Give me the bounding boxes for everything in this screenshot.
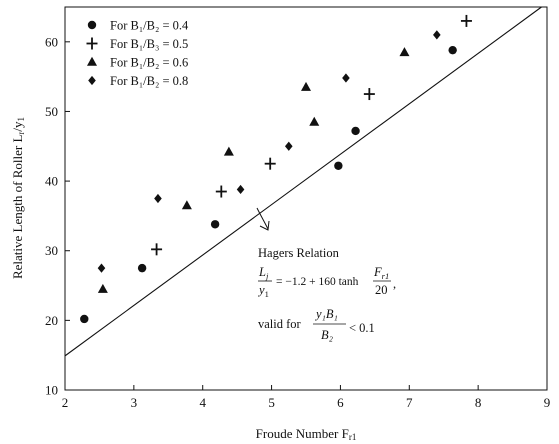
x-tick-label: 2 <box>62 395 69 410</box>
data-point-circle <box>210 220 220 229</box>
data-point-diamond <box>433 30 441 40</box>
data-point-plus <box>151 243 163 256</box>
data-point-circle <box>334 161 343 170</box>
legend-marker-triangle <box>87 56 97 66</box>
annotation-title: Hagers Relation <box>258 246 340 260</box>
legend-label: For B₁/B₂ = 0.6 <box>110 56 188 70</box>
legend: For B₁/B₂ = 0.4 For B₁/B₃ = 0.5 For B₁/B₂ … <box>86 19 189 88</box>
data-point-triangle <box>309 116 320 126</box>
x-tick-label: 3 <box>131 395 138 410</box>
eq-rhs-den: 20 <box>375 283 388 297</box>
valid-den: B₂ <box>321 328 334 342</box>
plot-frame <box>64 6 548 391</box>
y-tick-label: 20 <box>45 313 58 328</box>
y-tick-label: 10 <box>45 383 58 398</box>
x-tick-label: 6 <box>337 395 344 410</box>
x-tick-label: 9 <box>544 395 551 410</box>
hagers-relation-annotation: Hagers Relation Lj y1 = −1.2 + 160 tanh … <box>257 246 396 342</box>
eq-lhs-num: Lj <box>258 265 269 281</box>
data-point-circle <box>448 45 457 55</box>
hagers-relation-line <box>64 6 542 357</box>
data-point-diamond <box>97 263 106 273</box>
data-point-plus <box>460 14 472 27</box>
valid-tail: < 0.1 <box>349 321 375 335</box>
y-axis-label: Relative Length of Roller Lr/y1 <box>10 117 26 279</box>
legend-marker-plus <box>86 37 98 50</box>
x-axis-label: Froude Number Fr1 <box>256 426 357 442</box>
y-tick-label: 50 <box>45 104 58 119</box>
legend-label: For B₁/B₂ = 0.8 <box>110 74 188 88</box>
valid-num: y₁B₁ <box>314 307 338 321</box>
hagers-relation-path <box>64 6 542 357</box>
x-tick-label: 4 <box>199 395 206 410</box>
x-tick-label: 7 <box>406 395 413 410</box>
valid-text: valid for <box>258 317 302 331</box>
data-point-circle <box>137 263 147 273</box>
data-point-diamond <box>342 73 350 83</box>
data-point-diamond <box>236 184 245 195</box>
axis-ticks: 2 3 4 5 6 7 8 9 10 20 30 40 50 60 <box>45 34 550 410</box>
legend-marker-diamond <box>88 75 96 86</box>
y-tick-label: 40 <box>45 174 58 189</box>
data-point-triangle <box>223 146 234 156</box>
data-point-triangle <box>301 81 311 91</box>
x-tick-label: 5 <box>268 395 275 410</box>
x-tick-label: 8 <box>475 395 482 410</box>
eq-lhs-den: y1 <box>257 283 269 299</box>
data-point-circle <box>351 126 360 136</box>
legend-label: For B₁/B₂ = 0.4 <box>110 19 189 33</box>
legend-marker-circle <box>87 20 97 30</box>
data-point-triangle <box>181 200 192 210</box>
data-point-circle <box>80 314 89 324</box>
data-point-plus <box>215 185 227 198</box>
eq-comma: , <box>393 277 396 291</box>
eq-rhs-num: Fr1 <box>373 265 389 281</box>
data-point-plus <box>363 88 375 101</box>
data-point-diamond <box>154 193 162 204</box>
data-point-diamond <box>284 141 293 151</box>
data-point-triangle <box>399 47 410 57</box>
y-tick-label: 30 <box>45 243 58 258</box>
annotation-arrow <box>256 207 270 231</box>
legend-label: For B₁/B₃ = 0.5 <box>110 37 188 51</box>
data-point-plus <box>264 157 276 170</box>
y-tick-label: 60 <box>45 34 58 49</box>
data-point-triangle <box>97 283 108 293</box>
eq-rhs: = −1.2 + 160 tanh <box>276 276 359 288</box>
data-markers <box>80 14 472 324</box>
